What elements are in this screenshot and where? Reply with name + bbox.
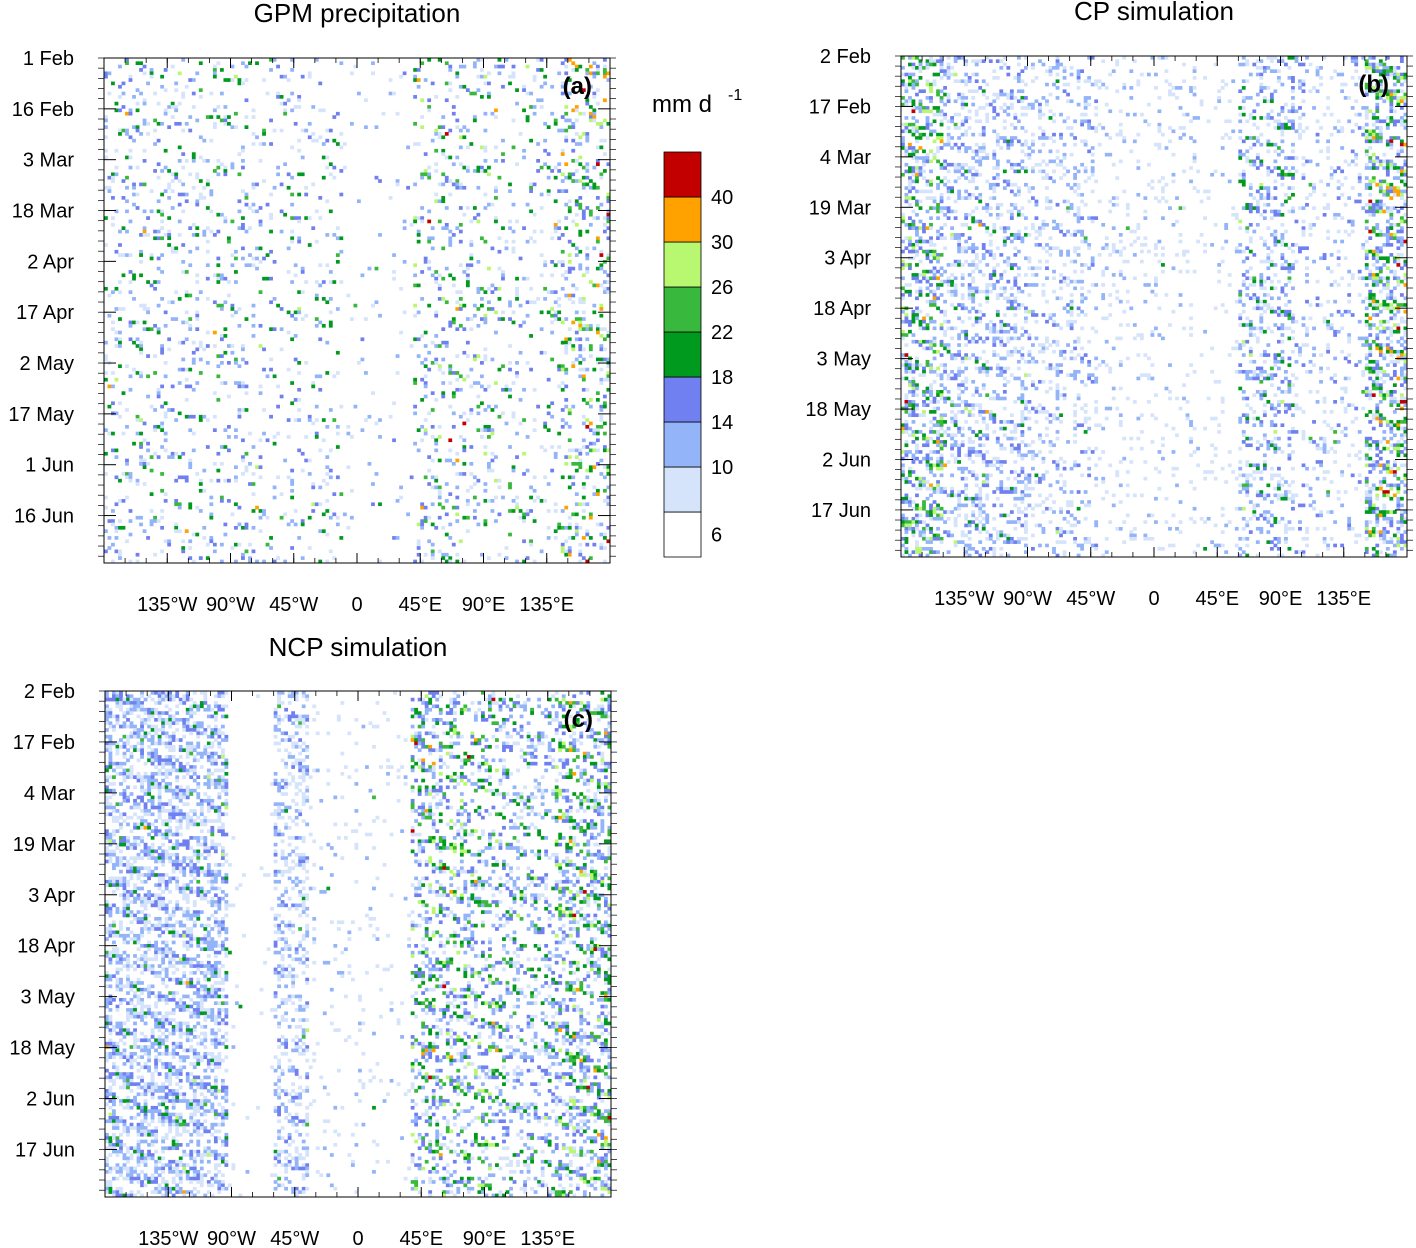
x-tick-label: 0 — [1148, 588, 1159, 610]
y-tick-label: 16 Feb — [12, 99, 74, 121]
y-tick-label: 18 Mar — [12, 201, 75, 223]
y-tick-label: 17 Feb — [809, 96, 871, 118]
y-tick-label: 4 Mar — [24, 783, 75, 805]
colorbar-box — [663, 421, 702, 468]
x-tick-label: 90°E — [463, 1228, 507, 1248]
colorbar-label: 30 — [711, 232, 733, 254]
colorbar-box — [663, 196, 702, 243]
panel-tag: (c) — [564, 706, 593, 733]
panel-tag: (b) — [1358, 71, 1389, 98]
panel-2: NCP simulation (c) 135°W 90°W 45°W 0 45°E 90°E 1… — [9, 632, 617, 1248]
x-tick-label: 90°W — [1003, 588, 1052, 610]
y-tick-label: 1 Jun — [25, 455, 74, 477]
colorbar-unit-exponent: -1 — [728, 87, 742, 104]
panel-1: CP simulation (b) 135°W 90°W 45°W 0 45°E 90°E 13… — [805, 0, 1413, 610]
colorbar-label: 26 — [711, 277, 733, 299]
y-tick-label: 4 Mar — [820, 147, 871, 169]
y-tick-label: 2 May — [20, 353, 74, 375]
y-tick-label: 17 Apr — [16, 302, 74, 324]
colorbar-box — [663, 376, 702, 423]
y-tick-label: 2 Feb — [820, 46, 871, 68]
colorbar-label: 10 — [711, 457, 733, 479]
x-tick-label: 135°E — [520, 1228, 575, 1248]
x-tick-label: 45°E — [398, 594, 442, 616]
y-tick-label: 2 Apr — [27, 251, 74, 273]
x-tick-label: 45°W — [269, 594, 318, 616]
y-tick-label: 3 Apr — [824, 248, 871, 270]
x-tick-label: 45°E — [399, 1228, 443, 1248]
colorbar-box — [663, 466, 702, 513]
panel-title: GPM precipitation — [254, 0, 461, 28]
x-tick-label: 90°E — [1259, 588, 1303, 610]
x-tick-label: 135°W — [137, 594, 197, 616]
y-tick-label: 19 Mar — [13, 834, 76, 856]
y-tick-label: 2 Jun — [822, 449, 871, 471]
y-tick-label: 18 Apr — [813, 298, 871, 320]
panel-title: CP simulation — [1074, 0, 1234, 26]
colorbar-unit: mm d — [652, 91, 712, 118]
x-tick-label: 135°E — [1316, 588, 1371, 610]
y-tick-label: 18 Apr — [17, 936, 75, 958]
colorbar-label: 22 — [711, 322, 733, 344]
x-tick-label: 135°W — [934, 588, 994, 610]
y-tick-label: 17 Jun — [15, 1139, 75, 1161]
colorbar-label: 6 — [711, 525, 722, 547]
x-tick-label: 45°E — [1195, 588, 1239, 610]
y-tick-label: 17 Feb — [13, 732, 75, 754]
x-tick-label: 45°W — [1066, 588, 1115, 610]
x-tick-label: 135°E — [519, 594, 574, 616]
y-tick-label: 2 Feb — [24, 681, 75, 703]
y-tick-label: 2 Jun — [26, 1089, 75, 1111]
colorbar-label: 40 — [711, 187, 733, 209]
colorbar-box — [663, 241, 702, 288]
colorbar-label: 18 — [711, 367, 733, 389]
y-tick-label: 17 May — [8, 404, 74, 426]
heatmap-cells — [901, 56, 1408, 558]
y-tick-label: 19 Mar — [809, 197, 872, 219]
panel-0: GPM precipitation (a) 135°W 90°W 45°W 0 45°E 90… — [8, 0, 616, 616]
heatmap-cells — [104, 58, 611, 564]
y-tick-label: 18 May — [9, 1038, 75, 1060]
y-tick-label: 3 May — [817, 349, 871, 371]
colorbar-box — [663, 331, 702, 378]
plot-area — [104, 58, 610, 563]
colorbar-box — [663, 151, 702, 198]
colorbar-box — [663, 286, 702, 333]
y-tick-label: 3 Apr — [28, 885, 75, 907]
x-tick-label: 90°E — [462, 594, 506, 616]
heatmap-cells — [105, 691, 612, 1198]
y-tick-label: 17 Jun — [811, 500, 871, 522]
panel-tag: (a) — [563, 73, 592, 100]
y-tick-label: 3 Mar — [23, 150, 74, 172]
colorbar-label: 14 — [711, 412, 733, 434]
x-tick-label: 90°W — [207, 1228, 256, 1248]
y-tick-label: 18 May — [805, 399, 871, 421]
x-tick-label: 0 — [352, 1228, 363, 1248]
y-tick-label: 1 Feb — [23, 48, 74, 70]
x-tick-label: 90°W — [206, 594, 255, 616]
x-tick-label: 45°W — [270, 1228, 319, 1248]
panel-title: NCP simulation — [269, 632, 448, 662]
colorbar: 6 10 14 18 22 26 30 40 mm d -1 — [652, 87, 742, 558]
colorbar-box — [663, 511, 702, 558]
y-tick-label: 3 May — [21, 987, 75, 1009]
y-tick-label: 16 Jun — [14, 506, 74, 528]
x-tick-label: 135°W — [138, 1228, 198, 1248]
x-tick-label: 0 — [351, 594, 362, 616]
